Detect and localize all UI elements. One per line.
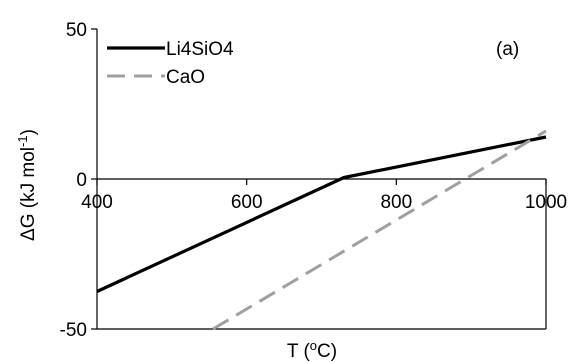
y-axis-title: ΔG (kJ mol-1) (15, 129, 39, 241)
y-axis-title-sup: -1 (15, 135, 30, 147)
series-line-li4sio4 (96, 135, 547, 293)
x-axis-title: T (oC) (287, 338, 337, 362)
legend-label-li4sio4: Li4SiO4 (166, 39, 234, 60)
series-line-cao (212, 129, 547, 331)
y-axis-title-text: ΔG (kJ mol (18, 147, 39, 241)
x-axis-title-end: C) (317, 341, 337, 362)
x-tick-label: 600 (231, 192, 263, 213)
y-tick-label: 0 (76, 170, 87, 191)
x-tick-label: 400 (81, 192, 113, 213)
x-axis-title-text: T ( (287, 341, 311, 362)
y-axis-title-end: ) (18, 129, 39, 135)
panel-label: (a) (496, 39, 519, 60)
x-ticks: 400 600 800 1000 (81, 179, 567, 213)
y-tick-label: 50 (66, 20, 87, 41)
legend: Li4SiO4 CaO (107, 39, 234, 88)
x-tick-label: 1000 (525, 192, 567, 213)
y-ticks: 50 0 -50 (60, 20, 97, 341)
y-tick-label: -50 (60, 320, 87, 341)
x-tick-label: 800 (380, 192, 412, 213)
series-layer (96, 129, 547, 331)
x-axis-title-sup: o (310, 338, 317, 353)
legend-label-cao: CaO (166, 67, 205, 88)
